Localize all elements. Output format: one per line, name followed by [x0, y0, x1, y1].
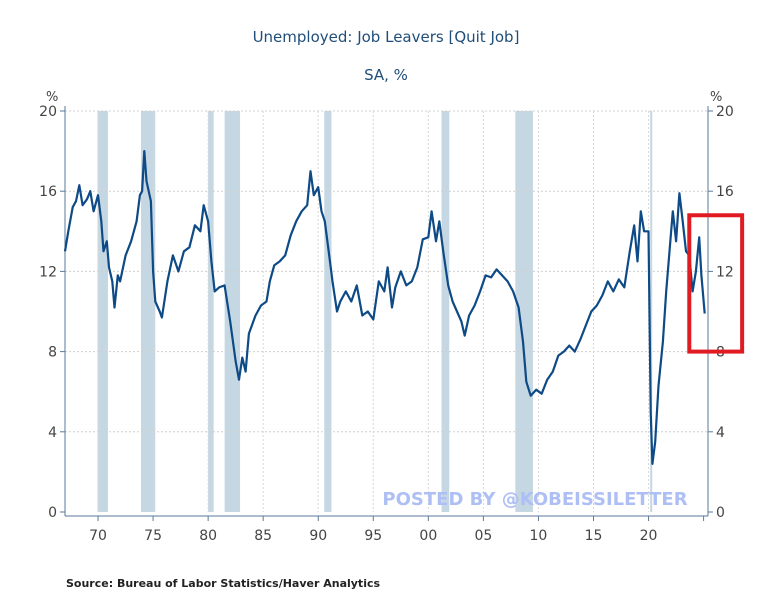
recession-band — [97, 111, 108, 512]
source-note: Source: Bureau of Labor Statistics/Haver… — [66, 577, 380, 590]
y-tick-label-left: 12 — [39, 264, 57, 280]
y-tick-label-right: 0 — [716, 505, 725, 521]
y-tick-label-right: 16 — [716, 184, 734, 200]
x-tick-label: 80 — [199, 528, 217, 544]
recession-band — [208, 111, 214, 512]
x-tick-label: 70 — [89, 528, 107, 544]
x-tick-label: 75 — [144, 528, 162, 544]
y-tick-label-left: 0 — [48, 505, 57, 521]
series-line — [63, 150, 706, 465]
x-tick-label: 20 — [640, 528, 658, 544]
recession-band — [441, 111, 450, 512]
y-tick-label-right: 4 — [716, 425, 725, 441]
recession-band — [224, 111, 241, 512]
y-axis-label-left: % — [46, 90, 58, 105]
y-tick-label-left: 20 — [39, 104, 57, 120]
highlight-box — [687, 213, 745, 354]
recession-band — [650, 111, 653, 512]
x-tick-label: 00 — [419, 528, 437, 544]
y-tick-label-right: 12 — [716, 264, 734, 280]
chart-title: Unemployed: Job Leavers [Quit Job] — [253, 28, 520, 46]
x-tick-label: 10 — [530, 528, 548, 544]
x-tick-label: 05 — [474, 528, 492, 544]
watermark: POSTED BY @KOBEISSILETTER — [382, 489, 687, 510]
x-tick-label: 90 — [309, 528, 327, 544]
x-tick-label: 15 — [585, 528, 603, 544]
y-tick-label-right: 20 — [716, 104, 734, 120]
y-tick-label-left: 4 — [48, 425, 57, 441]
chart-subtitle: SA, % — [364, 66, 408, 84]
y-axis-label-right: % — [710, 90, 722, 105]
x-tick-label: 85 — [254, 528, 272, 544]
y-tick-label-left: 8 — [48, 345, 57, 361]
recession-band — [515, 111, 533, 512]
x-tick-label: 95 — [364, 528, 382, 544]
y-tick-label-left: 16 — [39, 184, 57, 200]
recession-band — [324, 111, 332, 512]
